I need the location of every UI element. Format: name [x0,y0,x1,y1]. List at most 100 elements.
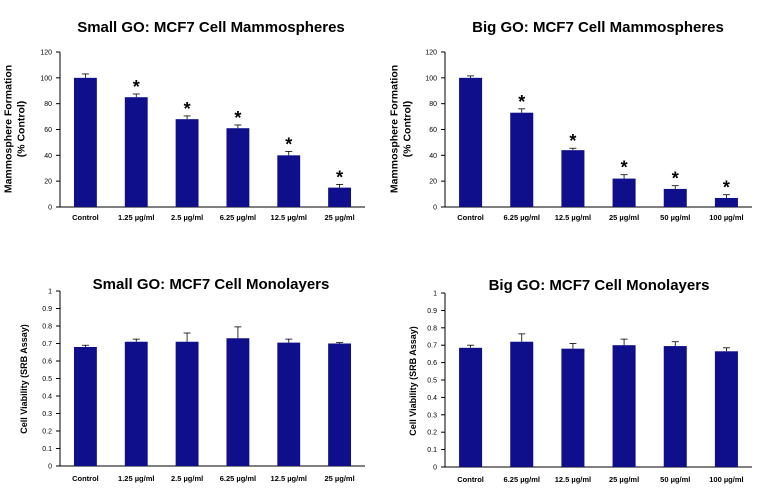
y-tick-label: 40 [44,153,52,160]
x-category-label: 12.5 µg/ml [555,475,591,484]
y-tick-label: 0.8 [427,325,437,332]
y-axis-label: Mammosphere Formation (% Control) [3,65,28,193]
y-tick-label: 60 [44,127,52,134]
y-axis-label-line: (% Control) [402,101,414,158]
chart-title: Big GO: MCF7 Cell Monolayers [489,277,710,294]
bar [663,188,687,207]
y-tick-label: 0.2 [42,429,52,436]
chart-panel-small-go-monolayers: Small GO: MCF7 Cell Monolayers Cell Viabi… [19,276,365,483]
y-tick-label: 0.4 [42,394,52,401]
y-tick-label: 0.5 [42,376,52,383]
y-tick-label: 60 [429,127,437,134]
significance-marker: * [184,99,191,119]
x-category-label: 50 µg/ml [660,475,690,484]
bar [73,347,97,466]
y-axis-label-line: Mammosphere Formation [389,65,401,193]
x-category-label: 25 µg/ml [609,475,639,484]
y-tick-label: 0.9 [427,308,437,315]
bar [328,343,352,466]
y-axis-label-line: Mammosphere Formation [3,65,15,193]
y-tick-label: 120 [425,50,437,57]
bar [714,351,738,467]
significance-marker: * [234,108,241,128]
y-tick-label: 0 [433,205,437,212]
y-tick-label: 0.7 [427,343,437,350]
x-category-label: 100 µg/ml [709,213,743,222]
bar [459,77,483,207]
x-category-label: Control [72,474,99,483]
y-tick-label: 80 [44,101,52,108]
y-tick-label: 40 [429,153,437,160]
x-category-label: 1.25 µg/ml [118,213,154,222]
y-tick-label: 0.1 [42,446,52,453]
x-category-label: Control [457,213,484,222]
y-tick-label: 0.6 [427,360,437,367]
significance-marker: * [133,77,140,97]
bar [226,128,250,207]
chart-panel-small-go-mammospheres: Small GO: MCF7 Cell Mammospheres Mammosph… [3,19,365,222]
y-tick-label: 0.2 [427,430,437,437]
y-tick-label: 0.3 [42,411,52,418]
x-category-label: 6.25 µg/ml [220,474,256,483]
significance-marker: * [569,131,576,151]
y-tick-label: 0.8 [42,324,52,331]
x-category-label: Control [457,475,484,484]
y-tick-label: 100 [40,75,52,82]
bar [277,342,301,466]
y-tick-label: 0.7 [42,341,52,348]
x-category-label: 6.25 µg/ml [504,213,540,222]
x-category-label: 12.5 µg/ml [271,213,307,222]
significance-marker: * [723,178,730,198]
significance-marker: * [518,92,525,112]
y-axis-label: Mammosphere Formation (% Control) [389,65,414,193]
x-category-label: 50 µg/ml [660,213,690,222]
y-axis-label: Cell Viability (SRB Assay) [19,324,29,434]
x-category-label: 6.25 µg/ml [220,213,256,222]
y-tick-label: 100 [425,75,437,82]
chart-title: Small GO: MCF7 Cell Mammospheres [77,19,345,36]
chart-title: Small GO: MCF7 Cell Monolayers [93,276,330,293]
x-category-label: 2.5 µg/ml [171,213,203,222]
y-tick-label: 0.9 [42,306,52,313]
x-category-label: 25 µg/ml [324,213,354,222]
y-tick-label: 1 [433,291,437,298]
y-axis-label-line: Cell Viability (SRB Assay) [408,326,418,436]
y-tick-label: 0.4 [427,395,437,402]
x-category-label: 25 µg/ml [324,474,354,483]
significance-marker: * [672,169,679,189]
bar [510,112,534,207]
y-tick-label: 20 [429,179,437,186]
chart-panel-big-go-monolayers: Big GO: MCF7 Cell Monolayers Cell Viabili… [408,277,752,484]
y-tick-label: 120 [40,50,52,57]
bar [124,341,148,466]
bar [714,197,738,207]
x-category-label: 12.5 µg/ml [555,213,591,222]
bar [663,346,687,467]
chart-panel-big-go-mammospheres: Big GO: MCF7 Cell Mammospheres Mammospher… [389,19,752,222]
y-axis-label-line: Cell Viability (SRB Assay) [19,324,29,434]
y-tick-label: 0.6 [42,359,52,366]
y-tick-label: 0 [48,205,52,212]
bar [612,345,636,467]
y-tick-label: 0.3 [427,412,437,419]
chart-title: Big GO: MCF7 Cell Mammospheres [472,19,724,36]
x-category-label: 1.25 µg/ml [118,474,154,483]
y-tick-label: 1 [48,289,52,296]
bar [561,150,585,207]
x-category-label: 25 µg/ml [609,213,639,222]
bar [561,348,585,467]
bar [612,178,636,207]
y-axis-label-line: (% Control) [16,101,28,158]
y-axis-label: Cell Viability (SRB Assay) [408,326,418,436]
significance-marker: * [285,134,292,154]
bar [277,155,301,207]
significance-marker: * [336,167,343,187]
x-category-label: 100 µg/ml [709,475,743,484]
bar [175,341,199,466]
x-category-label: Control [72,213,99,222]
y-tick-label: 0 [433,465,437,472]
bar [73,77,97,207]
bar [510,341,534,467]
bar [459,347,483,467]
